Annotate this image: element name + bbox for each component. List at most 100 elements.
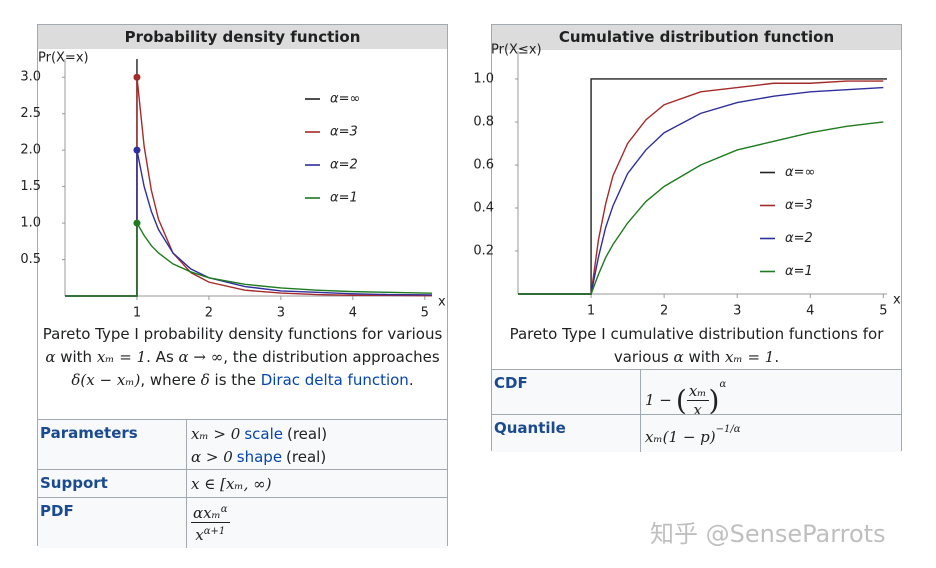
table-row: CDF 1 −(xₘ x)α <box>492 369 901 419</box>
denominator: xα+1 <box>191 523 230 544</box>
row-value: xₘ > 0 scale (real) α > 0 shape (real) <box>186 420 331 470</box>
row-label: PDF <box>40 502 74 520</box>
math-text: 1 − <box>645 391 672 409</box>
text-part: Dirac delta function <box>261 371 409 389</box>
paren: ) <box>708 384 720 417</box>
text-part: xₘ = 1 <box>725 348 774 366</box>
table-row: PDF αxₘα xα+1 <box>38 497 447 548</box>
denominator-text: x <box>693 401 702 419</box>
math-text: δ(x − xₘ) <box>71 371 141 389</box>
caption-text: Pareto Type I probability density functi… <box>42 323 443 392</box>
link[interactable]: Dirac delta function <box>260 371 409 389</box>
text-part: . <box>409 371 414 389</box>
math-text: α <box>673 348 684 366</box>
text: , where <box>140 371 201 389</box>
table-row: Support x ∈ [xₘ, ∞) <box>38 469 447 498</box>
text-part: α <box>674 348 684 366</box>
text: . <box>408 371 414 389</box>
value-line: αxₘα xα+1 <box>191 501 230 544</box>
paren: ( <box>675 384 687 417</box>
value-line: xₘ > 0 scale (real) <box>191 423 327 446</box>
row-value: αxₘα xα+1 <box>186 498 234 548</box>
fraction: xₘ x <box>686 382 709 419</box>
text: , the distribution approaches <box>223 348 440 366</box>
text: . As <box>146 348 179 366</box>
text: with <box>683 348 726 366</box>
denominator-exponent: α+1 <box>203 526 226 537</box>
cdf-infobox: Cumulative distribution function Pareto … <box>491 24 902 452</box>
fraction: αxₘα xα+1 <box>191 501 230 544</box>
exponent: α <box>719 379 727 390</box>
text-part: xₘ(1 − p)−1/α <box>645 424 741 446</box>
value-line: x ∈ [xₘ, ∞) <box>191 473 272 496</box>
caption: Pareto Type I cumulative distribution fu… <box>496 323 897 369</box>
math-text: α <box>45 348 56 366</box>
caption-text: Pareto Type I cumulative distribution fu… <box>496 323 897 369</box>
text: with <box>55 348 97 366</box>
row-value: xₘ(1 − p)−1/α <box>640 415 745 452</box>
text-part: with <box>684 348 725 366</box>
value-line: α > 0 shape (real) <box>191 446 327 469</box>
text-part: is the <box>210 371 261 389</box>
watermark: 知乎 @SenseParrots <box>650 520 886 548</box>
text-part: δ <box>201 371 210 389</box>
denominator: x <box>687 401 709 419</box>
math-text: xₘ(1 − p) <box>645 428 716 446</box>
numerator: αxₘα <box>191 501 230 523</box>
text-part: , where <box>140 371 200 389</box>
math-text: δ <box>200 371 210 389</box>
math-text: α > 0 <box>191 448 233 466</box>
value-line: 1 −(xₘ x)α <box>645 373 726 419</box>
numerator-text: xₘ <box>688 382 707 400</box>
text-part: (real) <box>287 425 327 443</box>
math-text: x ∈ [xₘ, ∞) <box>191 475 272 493</box>
link[interactable]: scale <box>244 425 283 443</box>
math-text: xₘ > 0 <box>191 425 241 443</box>
text-part: Pareto Type I probability density functi… <box>43 325 443 343</box>
text-part: α <box>45 348 55 366</box>
text-part: . As <box>146 348 178 366</box>
math-text: xₘ = 1 <box>725 348 775 366</box>
text: (real) <box>286 425 328 443</box>
math-text: xₘ = 1 <box>96 348 147 366</box>
row-value: 1 −(xₘ x)α <box>640 370 730 419</box>
row-label: Quantile <box>494 419 566 437</box>
text-part: shape <box>237 448 282 466</box>
row-label: Parameters <box>40 424 138 442</box>
row-value: x ∈ [xₘ, ∞) <box>186 470 276 498</box>
numerator-exponent: α <box>220 504 228 515</box>
formula: αxₘα xα+1 <box>191 504 230 544</box>
text-part: with <box>55 348 96 366</box>
pdf-infobox: Probability density function Pareto Type… <box>37 24 448 548</box>
text: is the <box>209 371 261 389</box>
box-title: Probability density function <box>38 25 447 49</box>
denominator-text: x <box>195 526 204 544</box>
row-label: CDF <box>494 374 528 392</box>
value-line: xₘ(1 − p)−1/α <box>645 418 741 449</box>
box-title: Cumulative distribution function <box>492 25 901 50</box>
text: . <box>774 348 780 366</box>
text: Pareto Type I probability density functi… <box>42 325 443 343</box>
numerator-text: αxₘ <box>193 504 221 522</box>
text-part: . <box>774 348 779 366</box>
numerator: xₘ <box>686 382 709 401</box>
row-label: Support <box>40 474 108 492</box>
text-part: α > 0 <box>191 448 233 466</box>
text-part: δ(x − xₘ) <box>71 371 140 389</box>
text-part: α → ∞ <box>179 348 224 366</box>
text-part: , the distribution approaches <box>223 348 439 366</box>
text-part: Pareto Type I cumulative distribution fu… <box>510 325 884 366</box>
caption: Pareto Type I probability density functi… <box>42 323 443 392</box>
table-row: Quantile xₘ(1 − p)−1/α <box>492 414 901 452</box>
link[interactable]: shape <box>236 448 283 466</box>
text-part: x ∈ [xₘ, ∞) <box>191 475 272 493</box>
text: (real) <box>286 448 327 466</box>
text-part: (real) <box>286 448 326 466</box>
text-part: 1 − <box>645 391 672 409</box>
text-part: scale <box>244 425 283 443</box>
formula: (xₘ x)α <box>676 379 726 419</box>
text-part: xₘ > 0 <box>191 425 240 443</box>
math-text: α → ∞ <box>178 348 224 366</box>
exponent: −1/α <box>715 424 741 435</box>
